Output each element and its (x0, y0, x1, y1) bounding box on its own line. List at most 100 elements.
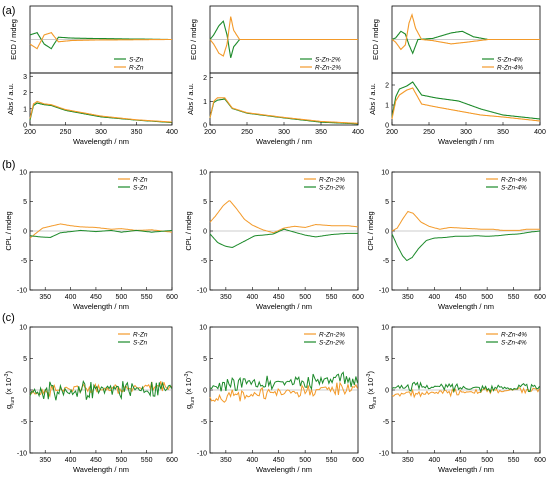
x-tick-label: 500 (115, 294, 127, 301)
legend-label: R-Zn-2% (319, 331, 345, 338)
y-tick-label: 1 (23, 106, 27, 113)
y-axis-title: CPL / mdeg (184, 211, 193, 250)
x-tick-label: 450 (273, 457, 285, 464)
series-line-R-Zn-2% (209, 97, 358, 124)
x-tick-label: 200 (24, 129, 36, 136)
y-axis-title-part: ) (184, 371, 193, 374)
y-tick-label: -5 (383, 258, 389, 265)
legend-label: R-Zn (133, 176, 148, 183)
x-tick-label: 350 (402, 457, 414, 464)
y-tick-label: -5 (21, 419, 27, 426)
x-tick-label: 400 (352, 129, 364, 136)
y-axis-title-part: lum (372, 397, 378, 405)
y-tick-label: -5 (201, 258, 207, 265)
x-tick-label: 550 (508, 294, 520, 301)
x-tick-label: 200 (386, 129, 398, 136)
x-tick-label: 350 (315, 129, 327, 136)
panel-b1: -10 -5 0 5 10 350 400 450 500 550 600 Wavelength / … (4, 170, 178, 312)
series-line-S-Zn-2% (209, 228, 358, 249)
x-axis-title: Wavelength / nm (438, 302, 494, 311)
y-tick-label: 0 (385, 229, 389, 236)
series-line-R-Zn (29, 31, 172, 50)
x-tick-label: 600 (534, 294, 546, 301)
series-line-S-Zn (29, 380, 172, 401)
series-line-R-Zn-4% (391, 13, 540, 51)
legend-label: S-Zn-4% (497, 56, 523, 63)
series-line-R-Zn (29, 100, 173, 123)
x-tick-label: 350 (402, 294, 414, 301)
x-tick-label: 400 (534, 129, 546, 136)
series-line-S-Zn-2% (209, 98, 358, 125)
y-axis-title-part: (x 10 (184, 378, 193, 397)
x-tick-label: 550 (508, 457, 520, 464)
legend-label: S-Zn-4% (501, 339, 527, 346)
y-tick-label: 0 (203, 229, 207, 236)
panel-a1: ECD / mdeg 0 1 2 3 Abs / a.u. 200 250 300 350 400 W… (6, 5, 178, 146)
x-tick-label: 500 (299, 457, 311, 464)
y-tick-label: 0 (385, 123, 389, 130)
x-tick-label: 400 (166, 129, 178, 136)
x-tick-label: 600 (166, 457, 178, 464)
series-line-R-Zn-2% (209, 200, 359, 234)
y-tick-label: 0 (23, 123, 27, 130)
y-tick-label: 5 (23, 356, 27, 363)
x-axis-title: Wavelength / nm (73, 465, 129, 474)
series-line-R-Zn-2% (209, 381, 358, 403)
x-tick-label: 550 (326, 294, 338, 301)
x-tick-label: 400 (65, 294, 77, 301)
x-tick-label: 350 (131, 129, 143, 136)
x-tick-label: 400 (428, 294, 440, 301)
x-tick-label: 500 (481, 457, 493, 464)
y-axis-title-part: -3 (184, 373, 190, 378)
legend-label: S-Zn (133, 184, 147, 191)
x-tick-label: 300 (95, 129, 107, 136)
series-line-R-Zn-4% (391, 210, 540, 232)
legend-label: R-Zn-4% (501, 331, 527, 338)
x-tick-label: 350 (39, 294, 51, 301)
y-tick-label: -10 (379, 288, 389, 295)
x-tick-label: 500 (481, 294, 493, 301)
x-tick-label: 350 (220, 457, 232, 464)
panel-c3: -10 -5 0 5 10 350 400 450 500 550 600 Wavelength / … (366, 325, 546, 475)
panel-b2: -10 -5 0 5 10 350 400 450 500 550 600 Wavelength / … (184, 170, 364, 312)
y-axis-title-part: lum (10, 397, 16, 405)
row-label-b: (b) (2, 159, 15, 171)
x-tick-label: 250 (60, 129, 72, 136)
y-axis-title-part: g (184, 405, 193, 409)
y-tick-label: 10 (19, 325, 27, 332)
y-tick-label: 5 (203, 356, 207, 363)
y-tick-label: -10 (17, 451, 27, 458)
x-axis-title: Wavelength / nm (256, 302, 312, 311)
y-tick-label: 10 (381, 170, 389, 177)
y-tick-label: 5 (23, 199, 27, 206)
y-tick-label: -5 (383, 419, 389, 426)
abs-axis-title: Abs / a.u. (368, 83, 377, 115)
y-tick-label: 0 (23, 229, 27, 236)
x-tick-label: 500 (115, 457, 127, 464)
x-tick-label: 400 (65, 457, 77, 464)
x-tick-label: 600 (166, 294, 178, 301)
x-tick-label: 550 (326, 457, 338, 464)
y-tick-label: -5 (21, 258, 27, 265)
ecd-axis-title: ECD / mdeg (9, 19, 18, 60)
x-tick-label: 300 (278, 129, 290, 136)
series-line-S-Zn (29, 31, 172, 50)
y-tick-label: 2 (203, 75, 207, 82)
ecd-axis-title: ECD / mdeg (189, 19, 198, 60)
abs-axis-title: Abs / a.u. (6, 83, 15, 115)
y-tick-label: 1 (385, 103, 389, 110)
legend-label: R-Zn (129, 64, 144, 71)
y-axis-title-part: ) (4, 371, 13, 374)
panel-a2: ECD / mdeg 0 1 2 Abs / a.u. 200 250 300 350 400 Wa… (186, 5, 364, 146)
y-tick-label: 5 (203, 199, 207, 206)
y-axis-title: CPL / mdeg (4, 211, 13, 250)
x-axis-title: Wavelength / nm (256, 465, 312, 474)
x-tick-label: 600 (352, 294, 364, 301)
legend-label: S-Zn-2% (315, 56, 341, 63)
legend-label: S-Zn-2% (319, 184, 345, 191)
panel-c2: -10 -5 0 5 10 350 400 450 500 550 600 Wavelength / … (184, 325, 364, 475)
ecd-axis-title: ECD / mdeg (371, 19, 380, 60)
panel-c1: -10 -5 0 5 10 350 400 450 500 550 600 Wavelength / … (4, 325, 178, 475)
row-label-c: (c) (2, 312, 15, 324)
